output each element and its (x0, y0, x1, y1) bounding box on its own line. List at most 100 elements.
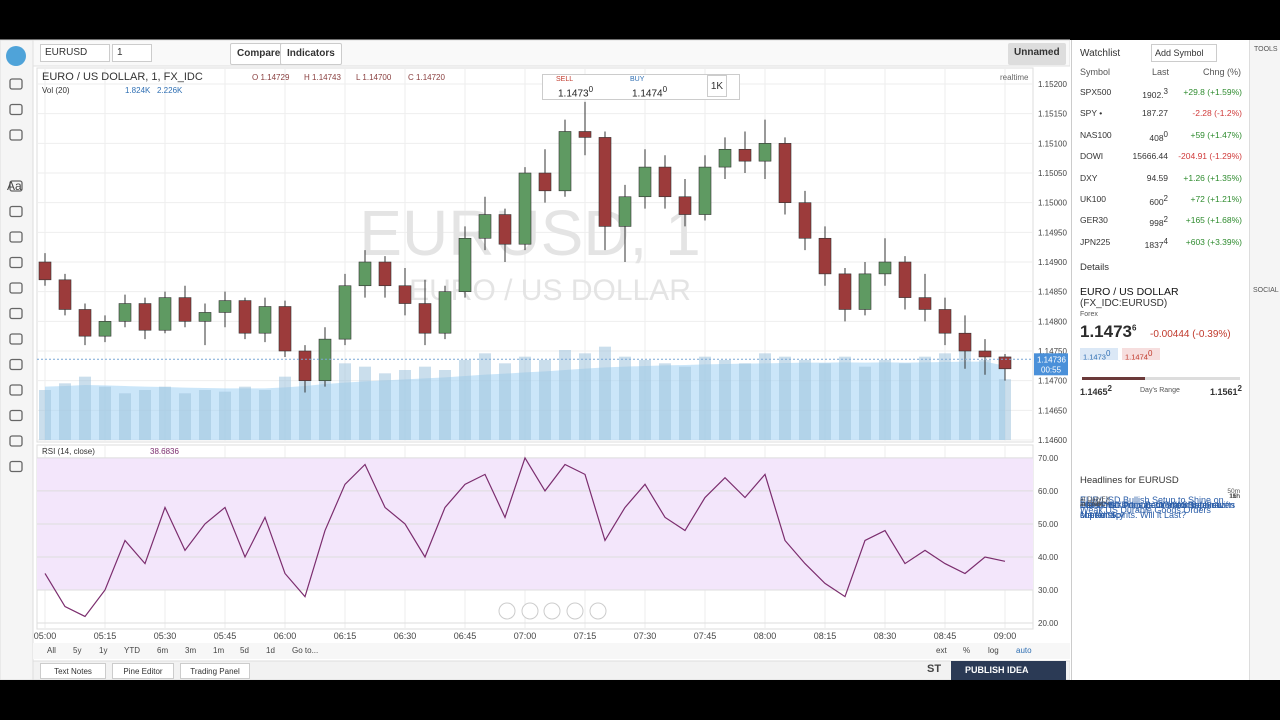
volume-bar (719, 360, 731, 440)
headline-time: 16h (1229, 493, 1240, 500)
x-tick-label: 08:30 (874, 631, 897, 641)
volume-bar (599, 346, 611, 440)
rsi-tick-label: 30.00 (1038, 586, 1059, 595)
headline-time: 11h (1229, 493, 1240, 500)
headline-title[interactable]: EUR/USD Bullish Setup to Shine on Weak U… (1080, 495, 1224, 515)
scale-btn[interactable]: log (988, 646, 999, 655)
tool-icon (9, 282, 23, 294)
watch-change: -2.28 (-1.2%) (1192, 108, 1242, 119)
ohlc-item: H 1.14743 (304, 73, 341, 82)
range-btn[interactable]: 5d (240, 646, 249, 655)
watch-symbol[interactable]: DOWI (1080, 151, 1104, 162)
bottom-tab[interactable]: Pine Editor (112, 663, 174, 679)
watch-last: 6002 (1149, 194, 1168, 207)
bottom-tab[interactable]: Trading Panel (180, 663, 250, 679)
sell-price[interactable]: 1.14730 (558, 85, 594, 100)
range-btn[interactable]: 1m (213, 646, 225, 655)
volume-bar (59, 383, 71, 440)
range-btn[interactable]: 6m (157, 646, 169, 655)
tool-icon (9, 231, 23, 243)
watch-symbol[interactable]: GER30 (1080, 215, 1108, 226)
candle-body (558, 131, 572, 192)
volume-bar (179, 393, 191, 440)
compare-btn[interactable]: Compare (230, 43, 288, 65)
watch-symbol[interactable]: SPY • (1080, 108, 1103, 119)
watch-last: 9982 (1149, 215, 1168, 229)
ohlc-item: L 1.14700 (356, 73, 391, 82)
tool-icon (9, 333, 23, 345)
volume-bar (219, 391, 231, 440)
range-btn[interactable]: 5y (73, 646, 82, 655)
candle-body (478, 214, 492, 239)
candle-body (178, 297, 192, 322)
add-symbol[interactable]: Add Symbol (1151, 44, 1217, 62)
x-tick-label: 07:15 (574, 631, 597, 641)
candle-body (398, 285, 412, 304)
indicators-btn[interactable]: Indicators (280, 43, 342, 65)
last-price-label: 1.14736 (1037, 355, 1066, 364)
headline-title[interactable]: EUR/USD Pulls Back after Breakout (1080, 500, 1225, 510)
sell-pip: 0 (588, 85, 594, 94)
sell-label[interactable]: SELL (556, 76, 574, 83)
watch-last: 187.27 (1142, 108, 1168, 119)
scale-btn[interactable]: ext (936, 646, 947, 655)
volume-ma: 2.226K (157, 86, 183, 95)
watch-symbol[interactable]: SPX500 (1080, 87, 1112, 97)
headline-title[interactable]: Did stocks hit bottom? Your 8-point chec… (1080, 500, 1220, 520)
headline-list: EUR/USD Bullish Setup to Shine on Weak U… (1080, 488, 1242, 520)
volume-bar (619, 356, 631, 440)
x-tick-label: 08:15 (814, 631, 837, 641)
watch-symbol[interactable]: UK100 (1080, 194, 1106, 204)
y-tick-label: 1.14750 (1038, 347, 1067, 356)
candle-body (778, 143, 792, 203)
range-btn[interactable]: YTD (124, 646, 140, 655)
y-tick-label: 1.14700 (1038, 377, 1067, 386)
bottom-tab[interactable]: Text Notes (40, 663, 106, 679)
x-tick-label: 08:45 (934, 631, 957, 641)
logo (6, 46, 26, 66)
details-title: Details (1080, 262, 1110, 273)
buy-price[interactable]: 1.14740 (632, 85, 668, 100)
qty[interactable]: 1K (707, 75, 727, 97)
ohlc-item: C 1.14720 (408, 73, 445, 82)
headline-title[interactable]: The dollar's competition for safe haven … (1080, 500, 1235, 520)
volume-bar (779, 356, 791, 440)
range-btn[interactable]: 3m (185, 646, 197, 655)
headline-title[interactable]: Euro, Yen Drop as China Stimulus Lifts M… (1080, 500, 1236, 520)
buy-label[interactable]: BUY (630, 76, 645, 83)
buy-pip: 0 (662, 85, 668, 94)
volume-bar (659, 363, 671, 440)
headline-source: at DailyFX (1080, 496, 1110, 503)
watch-last-sup: 2 (1163, 194, 1168, 203)
candle-body (998, 356, 1012, 370)
ohlc-value: 1.14743 (312, 73, 341, 82)
watch-symbol[interactable]: JPN225 (1080, 236, 1111, 247)
interval[interactable]: 1 (112, 44, 152, 62)
range-btn[interactable]: 1d (266, 646, 275, 655)
range-btn[interactable]: All (47, 646, 56, 655)
candle-body (578, 131, 592, 138)
volume-bar (679, 366, 691, 440)
candle-body (38, 261, 52, 281)
volume-bar (99, 386, 111, 440)
layout-name[interactable]: Unnamed (1008, 43, 1066, 65)
scale-btn[interactable]: auto (1016, 646, 1032, 655)
last-price-tag (1034, 353, 1068, 376)
publish-btn[interactable]: PUBLISH IDEA (951, 661, 1066, 680)
watch-symbol[interactable]: NAS100 (1080, 129, 1112, 140)
x-tick-label: 06:45 (454, 631, 477, 641)
symbol-input[interactable]: EURUSD (40, 44, 110, 62)
text-tool[interactable]: Aa (7, 179, 22, 193)
watch-symbol[interactable]: DXY (1080, 172, 1098, 183)
countdown: 00:55 (1041, 365, 1062, 374)
scale-btn[interactable]: % (963, 646, 971, 655)
col-change: Chng (%) (1203, 67, 1242, 77)
range-btn[interactable]: 1y (99, 646, 108, 655)
range-high-sup: 2 (1237, 384, 1242, 393)
tool-icon (9, 307, 23, 320)
range-btn[interactable]: Go to... (292, 646, 319, 655)
candle-body (138, 303, 152, 331)
y-tick-label: 1.14950 (1038, 228, 1067, 237)
ohlc-key: H (304, 73, 310, 82)
bottom-tabs (32, 660, 1070, 680)
